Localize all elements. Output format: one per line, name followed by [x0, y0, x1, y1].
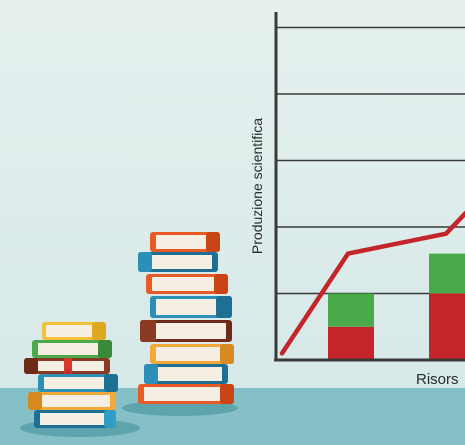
x-axis-label: Risors: [416, 371, 459, 388]
y-axis-label: Produzione scientifica: [249, 118, 265, 254]
book-stack-right: [138, 232, 234, 404]
bar-segment-bottom: [429, 293, 465, 360]
bar-2: [429, 253, 465, 360]
bar-segment-top: [429, 253, 465, 294]
book-stack-left: [24, 322, 118, 428]
bar-1: [328, 293, 374, 360]
bar-segment-bottom: [328, 326, 374, 360]
line-series: [279, 210, 465, 356]
bar-segment-top: [328, 293, 374, 327]
